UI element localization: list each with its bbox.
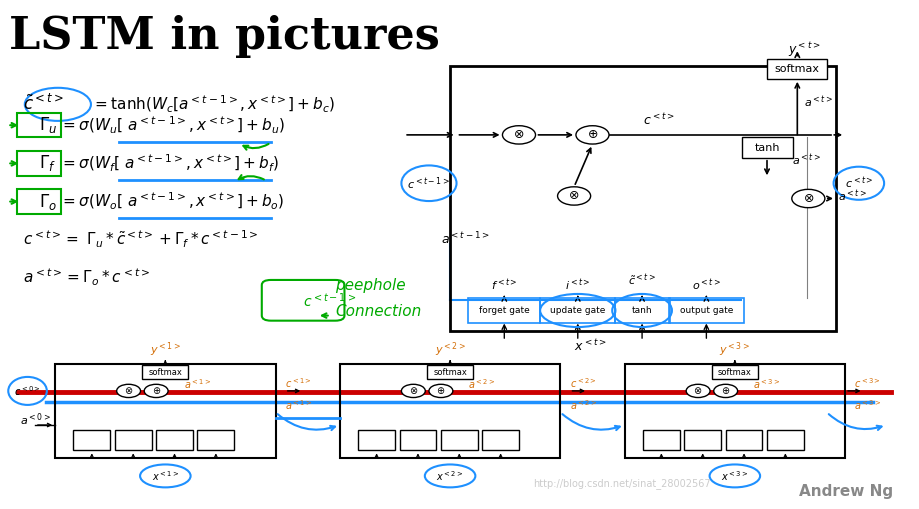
Text: forget gate: forget gate: [479, 306, 529, 315]
Text: $i^{<t>}$: $i^{<t>}$: [564, 277, 590, 293]
FancyBboxPatch shape: [711, 365, 757, 379]
Text: $a^{<2>}$: $a^{<2>}$: [468, 377, 495, 391]
Text: $\tilde{c}^{<t>}$: $\tilde{c}^{<t>}$: [23, 94, 63, 115]
Text: $\otimes$: $\otimes$: [568, 189, 579, 203]
Text: $c^{<t-1>}$: $c^{<t-1>}$: [302, 291, 356, 309]
Text: $c^{<t-1>}$: $c^{<t-1>}$: [407, 175, 450, 191]
Text: $a^{<2>}$: $a^{<2>}$: [569, 398, 596, 412]
Text: $= \sigma(W_o[\ a^{<t-1>}, x^{<t>}] + b_o)$: $= \sigma(W_o[\ a^{<t-1>}, x^{<t>}] + b_…: [60, 191, 284, 212]
Text: Connection: Connection: [335, 303, 421, 319]
Text: $\otimes$: $\otimes$: [408, 385, 417, 397]
Text: $y^{<3>}$: $y^{<3>}$: [719, 340, 750, 359]
Text: $y^{<2>}$: $y^{<2>}$: [434, 340, 465, 359]
Text: $c^{<0>}$: $c^{<0>}$: [14, 384, 41, 398]
Circle shape: [557, 187, 590, 205]
Circle shape: [502, 126, 535, 144]
Text: Andrew Ng: Andrew Ng: [799, 484, 892, 499]
Text: $c^{<t>} = \ \Gamma_u * \tilde{c}^{<t>} + \Gamma_f * c^{<t-1>}$: $c^{<t>} = \ \Gamma_u * \tilde{c}^{<t>} …: [23, 229, 258, 250]
Text: $\Gamma_f$: $\Gamma_f$: [39, 153, 55, 174]
Text: $\Gamma_o$: $\Gamma_o$: [39, 191, 57, 212]
Text: $\oplus$: $\oplus$: [152, 385, 161, 397]
Text: $a^{<t>}$: $a^{<t>}$: [803, 94, 832, 110]
Text: $a^{<3>}$: $a^{<3>}$: [854, 398, 880, 412]
Text: tanh: tanh: [631, 306, 652, 315]
Text: $a^{<t>}$: $a^{<t>}$: [837, 188, 866, 204]
Text: $x^{<1>}$: $x^{<1>}$: [152, 469, 179, 483]
Text: $\tilde{c}^{<t>}$: $\tilde{c}^{<t>}$: [628, 272, 655, 288]
Circle shape: [144, 384, 168, 398]
Circle shape: [428, 384, 452, 398]
Text: $a^{<3>}$: $a^{<3>}$: [753, 377, 780, 391]
Text: $a^{<t>}$: $a^{<t>}$: [791, 153, 820, 168]
Text: update gate: update gate: [550, 306, 605, 315]
Text: $= \tanh(W_c[a^{<t-1>}, x^{<t>}] + b_c)$: $= \tanh(W_c[a^{<t-1>}, x^{<t>}] + b_c)$: [92, 94, 335, 115]
Text: $\Gamma_u$: $\Gamma_u$: [39, 115, 57, 135]
Text: $= \sigma(W_f[\ a^{<t-1>}, x^{<t>}] + b_f)$: $= \sigma(W_f[\ a^{<t-1>}, x^{<t>}] + b_…: [60, 153, 278, 174]
Text: output gate: output gate: [679, 306, 732, 315]
Text: softmax: softmax: [774, 64, 819, 74]
Text: $x^{<t>}$: $x^{<t>}$: [573, 338, 606, 354]
Text: $f^{<t>}$: $f^{<t>}$: [491, 277, 517, 293]
Text: $= \sigma(W_u[\ a^{<t-1>}, x^{<t>}] + b_u)$: $= \sigma(W_u[\ a^{<t-1>}, x^{<t>}] + b_…: [60, 115, 284, 136]
Text: $a^{<1>}$: $a^{<1>}$: [184, 377, 211, 391]
Text: $a^{<t-1>}$: $a^{<t-1>}$: [440, 231, 489, 247]
Text: $y^{<t>}$: $y^{<t>}$: [788, 40, 820, 59]
Text: $\otimes$: $\otimes$: [124, 385, 133, 397]
FancyBboxPatch shape: [142, 365, 188, 379]
Circle shape: [791, 189, 824, 208]
Circle shape: [401, 384, 425, 398]
Text: $a^{<1>}$: $a^{<1>}$: [285, 398, 312, 412]
Text: http://blog.csdn.net/sinat_28002567: http://blog.csdn.net/sinat_28002567: [532, 478, 709, 489]
Circle shape: [713, 384, 737, 398]
Text: $c^{<2>}$: $c^{<2>}$: [569, 376, 596, 390]
Text: $\oplus$: $\oplus$: [586, 128, 597, 142]
Text: $x^{<3>}$: $x^{<3>}$: [720, 469, 748, 483]
Text: $o^{<t>}$: $o^{<t>}$: [691, 277, 720, 293]
Text: $c^{<3>}$: $c^{<3>}$: [854, 376, 880, 390]
Text: $\oplus$: $\oplus$: [720, 385, 730, 397]
Text: $c^{<t>}$: $c^{<t>}$: [844, 176, 872, 191]
Text: $\otimes$: $\otimes$: [513, 128, 524, 142]
Text: $\oplus$: $\oplus$: [436, 385, 445, 397]
Text: tanh: tanh: [754, 143, 779, 153]
Text: LSTM in pictures: LSTM in pictures: [9, 15, 439, 58]
Text: softmax: softmax: [433, 367, 467, 377]
Text: $\otimes$: $\otimes$: [693, 385, 702, 397]
Circle shape: [575, 126, 608, 144]
Text: $\otimes$: $\otimes$: [801, 192, 813, 205]
FancyBboxPatch shape: [426, 365, 472, 379]
Text: $a^{<0>}$: $a^{<0>}$: [20, 412, 51, 429]
Text: peephole: peephole: [335, 278, 405, 293]
Circle shape: [117, 384, 141, 398]
FancyBboxPatch shape: [766, 59, 826, 79]
Text: $a^{<t>} = \Gamma_o * c^{<t>}$: $a^{<t>} = \Gamma_o * c^{<t>}$: [23, 267, 150, 288]
Text: $c^{<1>}$: $c^{<1>}$: [285, 376, 312, 390]
Text: $y^{<1>}$: $y^{<1>}$: [150, 340, 181, 359]
Text: softmax: softmax: [148, 367, 182, 377]
Text: softmax: softmax: [717, 367, 751, 377]
Circle shape: [686, 384, 709, 398]
Text: $x^{<2>}$: $x^{<2>}$: [436, 469, 463, 483]
Text: $c^{<t>}$: $c^{<t>}$: [642, 112, 674, 128]
FancyBboxPatch shape: [742, 137, 792, 158]
